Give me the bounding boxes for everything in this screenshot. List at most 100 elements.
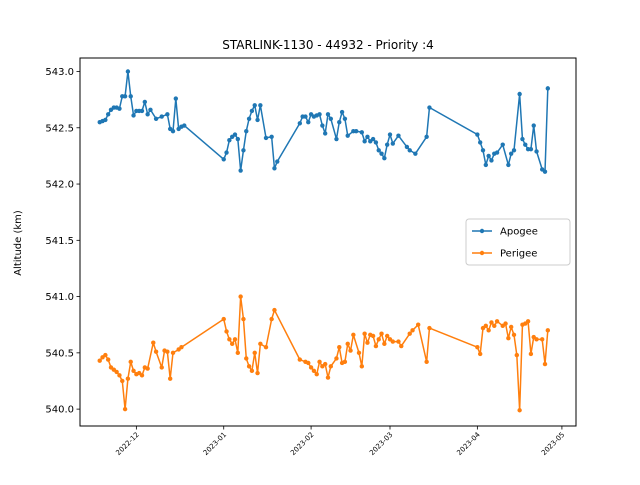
apogee-data-point [475, 132, 480, 137]
apogee-data-point [345, 133, 350, 138]
apogee-data-point [322, 131, 328, 136]
perigee-data-point [255, 370, 260, 376]
perigee-data-point [114, 369, 119, 375]
apogee-data-point [320, 123, 325, 128]
y-tick-label: 542.0 [45, 180, 74, 191]
apogee-data-point [244, 128, 249, 134]
perigee-data-point [238, 294, 243, 299]
perigee-data-point [337, 345, 342, 350]
perigee-data-point [139, 373, 145, 378]
perigee-data-point [131, 368, 136, 374]
apogee-data-point [531, 123, 536, 128]
perigee-data-point [384, 333, 390, 339]
perigee-data-point [117, 373, 122, 378]
apogee-data-point [480, 148, 486, 153]
apogee-data-point [477, 140, 483, 145]
perigee-data-point [306, 360, 311, 366]
perigee-data-point [539, 337, 545, 342]
y-tick-label: 541.5 [45, 236, 74, 247]
apogee-data-point [542, 169, 548, 174]
legend-perigee-label: Perigee [500, 249, 537, 260]
apogee-data-point [370, 136, 376, 142]
perigee-data-point [486, 328, 491, 333]
perigee-data-point [272, 307, 277, 313]
apogee-data-point [353, 128, 359, 134]
perigee-data-point [105, 357, 111, 362]
apogee-data-point [339, 109, 345, 115]
apogee-data-point [125, 69, 131, 74]
apogee-data-point [508, 151, 514, 156]
perigee-data-point [167, 376, 173, 381]
perigee-data-point [125, 376, 131, 381]
apogee-data-point [359, 130, 365, 135]
apogee-data-point [128, 94, 133, 99]
perigee-data-point [128, 359, 133, 365]
perigee-data-point [311, 368, 317, 374]
perigee-data-point [376, 337, 381, 342]
apogee-data-point [506, 162, 511, 168]
perigee-data-point [545, 328, 551, 333]
perigee-data-point [359, 364, 365, 369]
perigee-data-point [258, 341, 263, 347]
apogee-data-point [384, 142, 390, 147]
apogee-data-point [317, 112, 322, 117]
apogee-data-point [328, 116, 334, 121]
perigee-data-point [322, 361, 328, 367]
legend-apogee-label: Apogee [500, 227, 538, 238]
perigee-data-point [382, 341, 387, 347]
apogee-data-point [246, 116, 252, 121]
perigee-data-point [492, 323, 497, 329]
apogee-data-point [255, 117, 260, 123]
perigee-data-point [508, 324, 514, 330]
apogee-data-point [182, 123, 187, 128]
perigee-data-point [390, 339, 396, 344]
perigee-data-point [424, 359, 429, 365]
perigee-data-point [165, 349, 170, 354]
perigee-data-point [308, 365, 314, 370]
apogee-data-point [153, 116, 159, 121]
apogee-data-point [238, 168, 243, 173]
axes-frame [79, 57, 577, 427]
perigee-data-point [179, 345, 184, 350]
perigee-data-point [477, 351, 483, 357]
apogee-data-point [252, 103, 257, 108]
perigee-data-point [362, 331, 367, 336]
apogee-data-point [232, 132, 238, 137]
perigee-data-point [232, 337, 238, 342]
perigee-data-point [525, 319, 531, 324]
legend: Apogee Perigee [465, 218, 571, 266]
apogee-data-point [249, 108, 255, 114]
apogee-data-point [103, 117, 108, 123]
apogee-data-point [148, 107, 153, 112]
apogee-data-point [342, 116, 348, 121]
apogee-data-point [523, 142, 528, 147]
perigee-data-point [528, 351, 534, 357]
apogee-data-point [483, 162, 489, 168]
apogee-data-point [387, 132, 393, 137]
legend-perigee-marker [479, 250, 485, 256]
apogee-data-point [142, 99, 148, 105]
y-tick-label: 540.5 [45, 348, 74, 359]
apogee-data-point [269, 134, 274, 139]
perigee-data-point [249, 368, 255, 374]
perigee-data-point [506, 336, 511, 341]
apogee-data-point [407, 148, 412, 153]
perigee-data-point [317, 359, 322, 365]
perigee-data-point [365, 340, 370, 345]
apogee-data-point [272, 166, 277, 171]
perigee-data-point [427, 325, 432, 331]
perigee-data-point [269, 316, 274, 322]
perigee-data-point [511, 332, 517, 338]
y-tick-label: 540.0 [45, 405, 74, 416]
apogee-data-point [131, 113, 136, 118]
apogee-data-point [362, 139, 367, 144]
apogee-data-point [303, 114, 308, 119]
apogee-data-point [139, 108, 145, 114]
apogee-data-point [173, 96, 179, 101]
perigee-data-point [241, 316, 246, 322]
perigee-data-point [328, 364, 334, 369]
perigee-data-point [399, 343, 404, 349]
apogee-data-point [500, 142, 505, 147]
